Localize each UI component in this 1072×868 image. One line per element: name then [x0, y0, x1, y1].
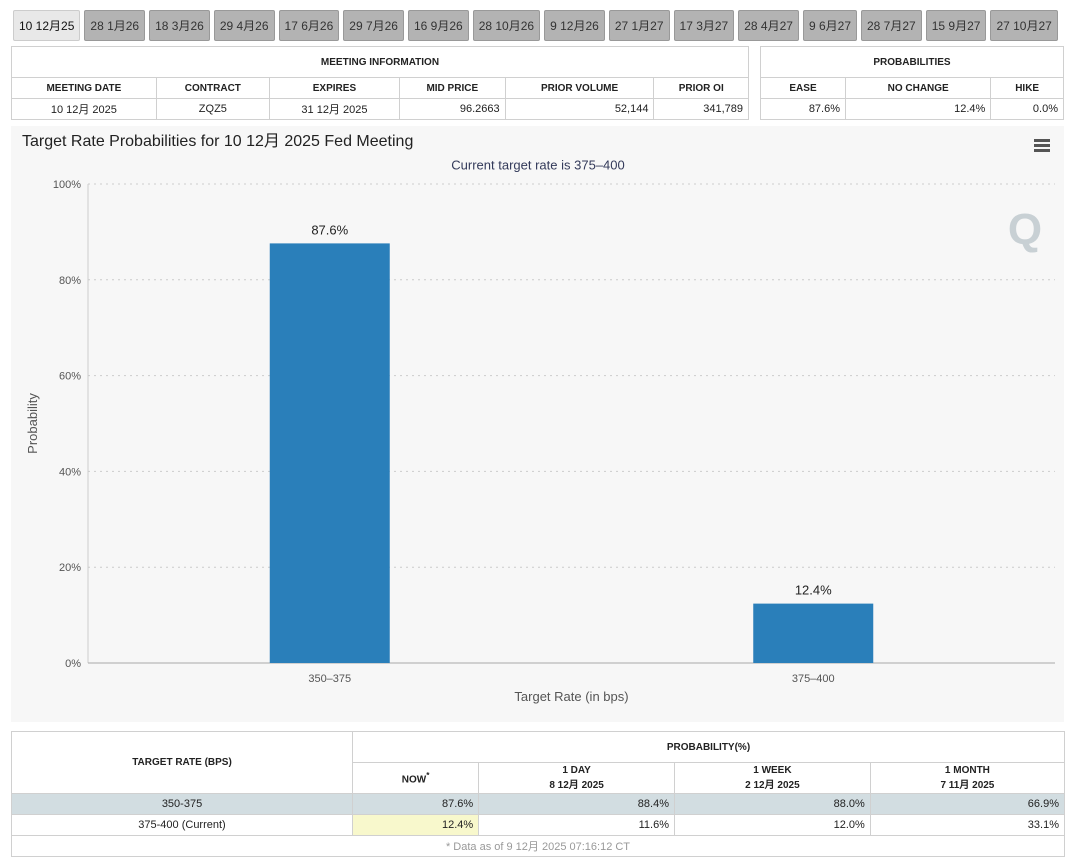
cell: 10 12月 2025: [11, 98, 157, 120]
header-row: MEETING DATE CONTRACT EXPIRES MID PRICE PRIO…: [11, 77, 749, 99]
meeting-tab[interactable]: 9 6月27: [802, 10, 857, 41]
column-header: 1 DAY 8 12月 2025: [478, 762, 675, 794]
header-row: TARGET RATE (BPS) PROBABILITY(%): [11, 731, 1065, 794]
cell: 12.4%: [845, 98, 992, 120]
column-label: 1 DAY: [562, 765, 591, 776]
meeting-tab[interactable]: 16 9月26: [407, 10, 469, 41]
cell: 11.6%: [478, 814, 675, 836]
menu-button[interactable]: [1034, 139, 1050, 152]
cell: 88.0%: [674, 793, 871, 815]
cell: 12.4%: [351, 814, 480, 836]
data-label: 87.6%: [311, 222, 348, 237]
meeting-tab[interactable]: 29 4月26: [213, 10, 275, 41]
meeting-tab[interactable]: 18 3月26: [149, 10, 210, 41]
y-tick-label: 60%: [59, 371, 81, 383]
cell: 66.9%: [869, 793, 1066, 815]
column-date: 8 12月 2025: [549, 780, 604, 791]
meeting-tab[interactable]: 27 10月27: [990, 10, 1058, 41]
footnote-row: * Data as of 9 12月 2025 07:16:12 CT: [11, 835, 1065, 857]
y-tick-label: 0%: [65, 658, 81, 670]
cell: 33.1%: [869, 814, 1066, 836]
cell: 96.2663: [398, 98, 506, 120]
column-label: 1 MONTH: [944, 765, 990, 776]
column-header: 1 MONTH 7 11月 2025: [869, 762, 1066, 794]
meeting-tab[interactable]: 15 9月27: [925, 10, 987, 41]
cell: 87.6%: [759, 98, 847, 120]
cell: 52,144: [504, 98, 655, 120]
column-label: NOW: [401, 774, 427, 786]
table-title: PROBABILITIES: [760, 46, 1064, 78]
column-date: 2 12月 2025: [745, 780, 800, 791]
logo: Q: [1008, 205, 1042, 254]
table-title: MEETING INFORMATION: [11, 46, 749, 78]
data-row: 375-400 (Current) 12.4% 11.6% 12.0% 33.1%: [11, 814, 1066, 836]
x-tick-label: 350–375: [308, 673, 351, 685]
meeting-tab[interactable]: 17 6月26: [278, 10, 340, 41]
cell: 31 12月 2025: [268, 98, 400, 120]
meeting-tab[interactable]: 27 1月27: [608, 10, 670, 41]
meeting-info-table: MEETING INFORMATION MEETING DATE CONTRACT E…: [11, 46, 749, 120]
x-axis-label: Target Rate (in bps): [514, 689, 628, 704]
tab-bar: 10 12月25 28 1月26 18 3月26 29 4月26 17 6月26 29 7…: [13, 10, 1058, 41]
column-header: CONTRACT: [155, 77, 270, 99]
column-header: NO CHANGE: [845, 77, 992, 99]
bar: [269, 243, 390, 663]
header-row: EASE NO CHANGE HIKE: [759, 77, 1064, 99]
meeting-tab[interactable]: 17 3月27: [673, 10, 735, 41]
bar: [753, 603, 874, 663]
cell: 375-400 (Current): [11, 814, 353, 836]
meeting-tab[interactable]: 28 7月27: [861, 10, 922, 41]
cell: ZQZ5: [155, 98, 270, 120]
y-tick-label: 80%: [59, 275, 81, 287]
column-header: PRIOR OI: [653, 77, 749, 99]
chart: Target Rate Probabilities for 10 12月 202…: [11, 126, 1064, 722]
cell: 0.0%: [990, 98, 1064, 120]
meeting-tab[interactable]: 28 10月26: [472, 10, 541, 41]
header-row: NOW* 1 DAY 8 12月 2025 1 WEEK 2 12月 2025 1 MON…: [12, 762, 1066, 794]
meeting-tab[interactable]: 28 4月27: [738, 10, 799, 41]
cell: 88.4%: [478, 793, 675, 815]
footnote: * Data as of 9 12月 2025 07:16:12 CT: [11, 835, 1065, 857]
x-tick-label: 375–400: [792, 673, 835, 685]
y-tick-label: 100%: [53, 179, 81, 191]
column-date: 7 11月 2025: [940, 780, 995, 791]
column-header: PRIOR VOLUME: [504, 77, 655, 99]
cell: 12.0%: [674, 814, 871, 836]
meeting-tab[interactable]: 28 1月26: [84, 10, 146, 41]
cell: 350-375: [11, 793, 353, 815]
column-header: MID PRICE: [398, 77, 506, 99]
data-row: 10 12月 2025 ZQZ5 31 12月 2025 96.2663 52,144 3…: [11, 98, 749, 120]
column-header: HIKE: [990, 77, 1064, 99]
y-axis-label: Probability: [25, 393, 40, 454]
history-table: TARGET RATE (BPS) PROBABILITY(%) NOW* 1 DAY…: [11, 731, 1066, 857]
cell: 341,789: [653, 98, 749, 120]
column-header: PROBABILITY(%): [352, 731, 1065, 763]
column-header: TARGET RATE (BPS): [11, 731, 353, 794]
meeting-tab[interactable]: 29 7月26: [343, 10, 404, 41]
data-row: 350-375 87.6% 88.4% 88.0% 66.9%: [11, 793, 1066, 815]
column-label: 1 WEEK: [753, 765, 792, 776]
column-header: 1 WEEK 2 12月 2025: [674, 762, 871, 794]
data-row: 87.6% 12.4% 0.0%: [759, 98, 1064, 120]
y-tick-label: 40%: [59, 466, 81, 478]
data-label: 12.4%: [795, 583, 832, 598]
column-header: NOW*: [351, 762, 480, 794]
column-header: EASE: [759, 77, 847, 99]
chart-subtitle: Current target rate is 375–400: [451, 157, 624, 172]
column-header: EXPIRES: [268, 77, 400, 99]
meeting-tab[interactable]: 9 12月26: [544, 10, 605, 41]
chart-title: Target Rate Probabilities for 10 12月 202…: [22, 133, 413, 150]
cell: 87.6%: [351, 793, 480, 815]
y-tick-label: 20%: [59, 562, 81, 574]
meeting-tab[interactable]: 10 12月25: [13, 10, 81, 41]
title-row: MEETING INFORMATION: [11, 46, 749, 78]
title-row: PROBABILITIES: [760, 46, 1064, 78]
column-note: *: [426, 770, 430, 781]
column-header: MEETING DATE: [11, 77, 157, 99]
probabilities-table: PROBABILITIES EASE NO CHANGE HIKE 87.6% 12.4%…: [759, 46, 1064, 120]
